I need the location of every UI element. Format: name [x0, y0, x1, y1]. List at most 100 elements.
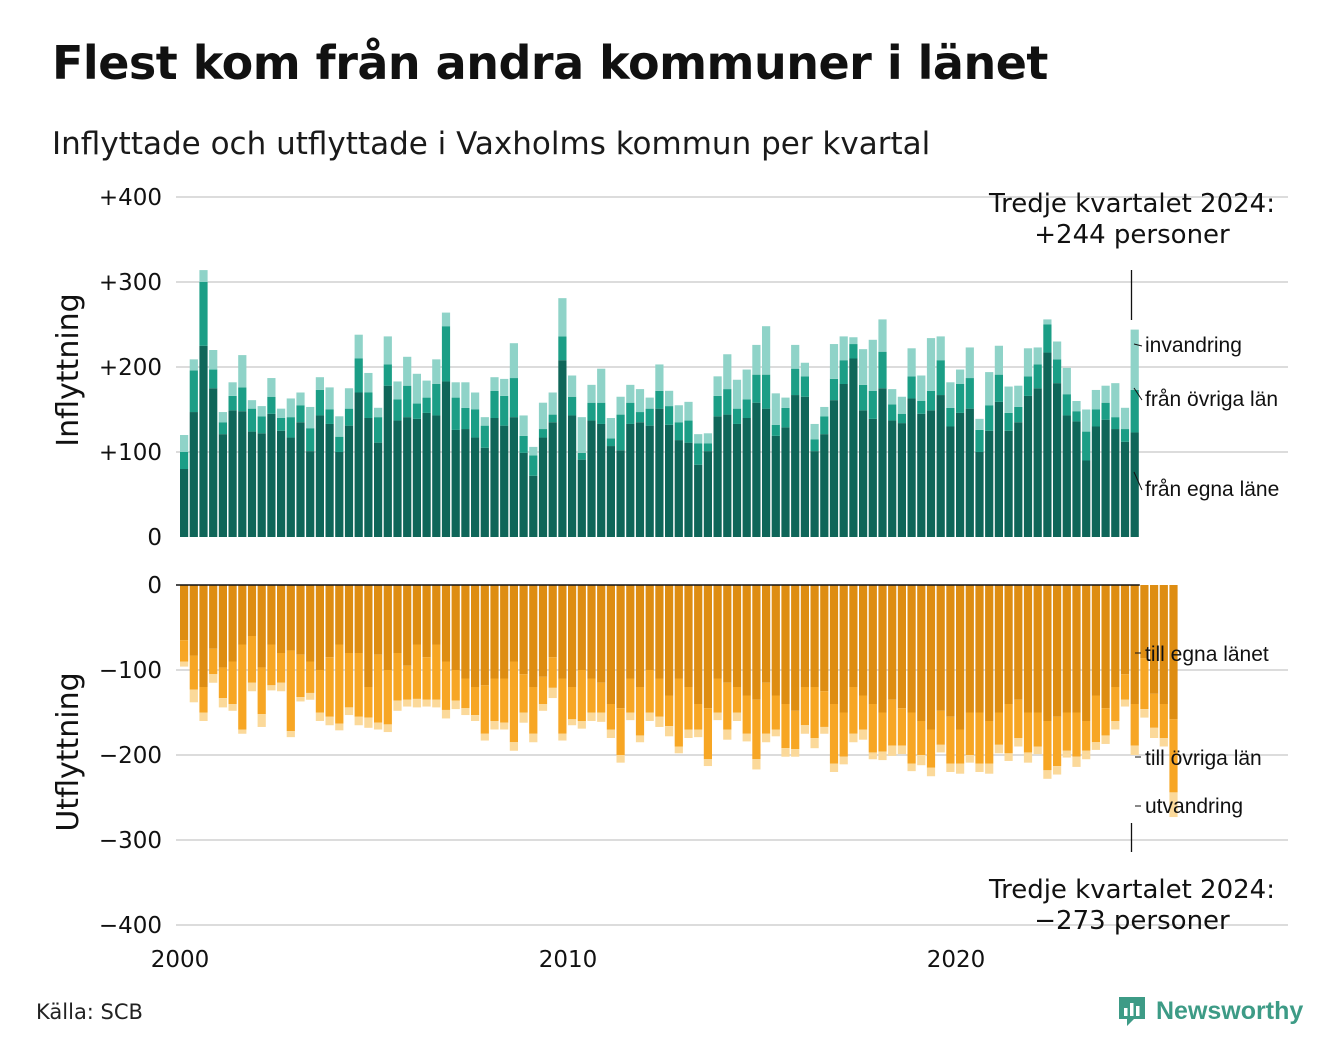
bar-in-2	[878, 319, 887, 352]
bar-in-0	[645, 425, 654, 537]
bar-out-2	[189, 689, 198, 703]
bar-out-1	[752, 699, 761, 760]
bar-out-2	[1043, 770, 1052, 779]
bar-out-0	[1033, 585, 1042, 713]
bar-in-2	[199, 270, 208, 282]
bar-in-1	[1053, 359, 1062, 384]
y-tick-label-in: +400	[99, 185, 162, 211]
bar-out-1	[568, 687, 577, 720]
bar-in-2	[723, 354, 732, 390]
bar-in-1	[723, 389, 732, 415]
bar-out-0	[432, 585, 441, 645]
brand-logo[interactable]: Newsworthy	[1116, 994, 1303, 1028]
bar-out-0	[1043, 585, 1052, 721]
bar-out-0	[529, 585, 538, 687]
bar-out-1	[723, 682, 732, 730]
bar-in-1	[606, 438, 615, 447]
bar-in-0	[897, 423, 906, 537]
bar-in-2	[1043, 319, 1052, 325]
bar-in-2	[218, 412, 227, 423]
bar-out-2	[383, 724, 392, 733]
bar-out-2	[1082, 750, 1091, 760]
bar-in-1	[325, 409, 334, 424]
bar-out-0	[548, 585, 557, 658]
y-tick-label-out: 0	[147, 573, 162, 599]
bar-out-0	[626, 585, 635, 679]
bar-out-2	[422, 699, 431, 707]
bar-in-1	[432, 384, 441, 416]
bar-out-2	[451, 700, 460, 710]
bar-out-2	[626, 712, 635, 721]
bar-in-0	[519, 452, 528, 537]
bar-out-0	[829, 585, 839, 704]
bar-out-2	[461, 708, 470, 716]
bar-in-2	[713, 376, 722, 396]
bar-out-1	[888, 699, 897, 746]
bar-in-0	[180, 469, 189, 537]
bar-out-2	[267, 685, 276, 691]
bar-in-2	[558, 298, 567, 337]
bar-out-1	[1091, 695, 1100, 743]
bar-out-0	[393, 585, 402, 653]
bar-in-1	[1111, 417, 1120, 430]
bar-in-0	[965, 408, 974, 537]
bar-out-2	[519, 712, 528, 723]
bar-in-2	[762, 326, 771, 375]
bar-out-0	[509, 585, 518, 662]
bar-in-1	[616, 414, 625, 451]
bar-out-1	[383, 670, 392, 725]
bar-out-1	[519, 674, 528, 713]
y-axis-title-out: Utflyttning	[51, 672, 86, 831]
bar-in-2	[267, 378, 276, 397]
bar-in-0	[694, 464, 703, 537]
bar-out-1	[267, 644, 276, 686]
bar-out-1	[296, 654, 305, 698]
bar-out-1	[577, 670, 586, 721]
bar-in-1	[936, 360, 945, 396]
bar-in-0	[529, 475, 538, 537]
bar-in-0	[257, 433, 266, 537]
bar-in-2	[538, 402, 548, 430]
annotation-in-line2: +244 personer	[1034, 220, 1230, 250]
bar-out-1	[1004, 704, 1013, 754]
bar-in-0	[441, 381, 451, 537]
bar-in-0	[713, 416, 722, 537]
bar-in-1	[267, 396, 276, 414]
bar-out-0	[859, 585, 868, 696]
bar-in-1	[461, 407, 470, 430]
bar-in-2	[461, 382, 470, 408]
bar-out-0	[471, 585, 480, 687]
bar-out-2	[529, 733, 538, 743]
bar-in-1	[509, 378, 518, 418]
bar-out-2	[1111, 721, 1120, 730]
bar-out-0	[1130, 585, 1139, 704]
bar-in-0	[994, 401, 1003, 537]
bar-out-2	[277, 682, 286, 692]
bar-out-1	[703, 708, 712, 760]
bar-out-1	[1014, 699, 1023, 738]
bar-out-0	[635, 585, 645, 687]
bar-in-0	[985, 430, 994, 537]
bar-out-0	[238, 585, 247, 645]
bar-out-0	[325, 585, 334, 658]
bar-in-2	[1062, 367, 1071, 395]
bar-in-2	[732, 379, 742, 409]
bar-out-2	[1023, 752, 1033, 763]
bar-in-1	[538, 429, 548, 438]
bar-in-1	[228, 395, 237, 411]
bar-in-2	[403, 356, 412, 386]
bar-in-1	[839, 360, 848, 384]
bar-out-0	[994, 585, 1003, 713]
bar-in-1	[917, 401, 926, 414]
bar-in-2	[1082, 409, 1091, 432]
y-tick-label-out: −200	[99, 743, 162, 769]
bar-in-1	[926, 390, 936, 411]
bar-out-2	[1169, 792, 1178, 818]
bar-out-2	[354, 716, 363, 726]
bar-out-2	[1150, 727, 1159, 738]
bar-out-1	[325, 657, 334, 717]
bar-in-0	[577, 459, 586, 537]
bar-out-2	[965, 755, 974, 763]
y-tick-label-out: −100	[99, 658, 162, 684]
bar-out-0	[762, 585, 771, 683]
